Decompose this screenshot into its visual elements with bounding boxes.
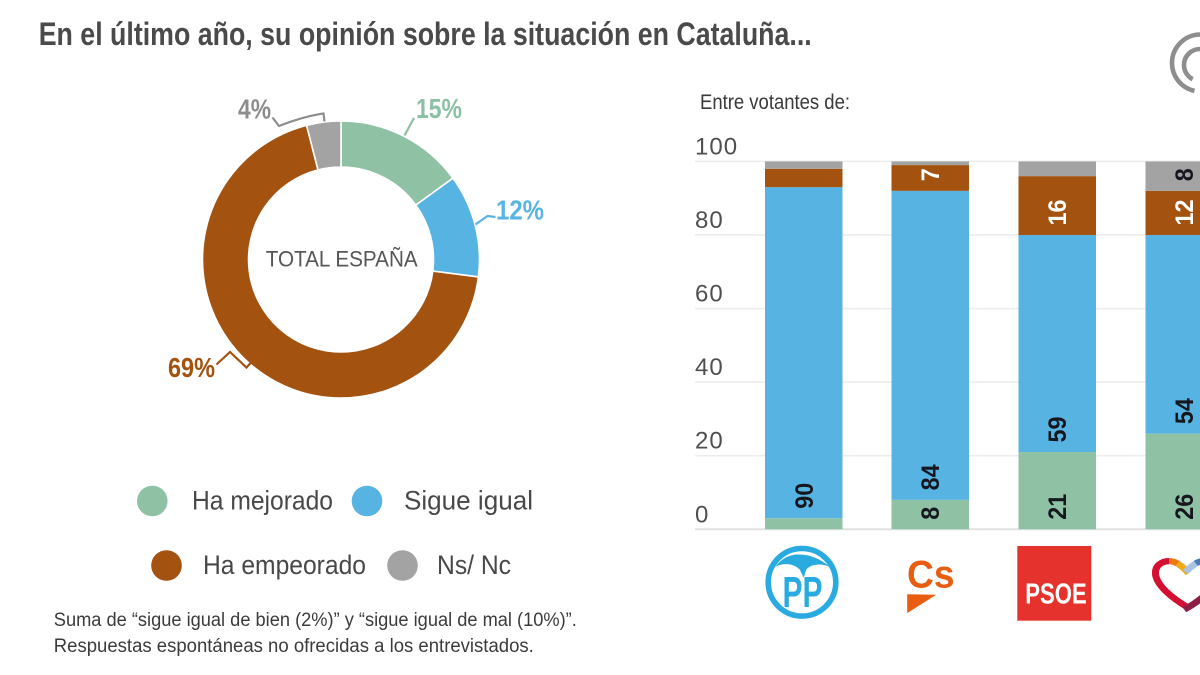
- svg-text:PSOE: PSOE: [1025, 578, 1086, 610]
- svg-text:8: 8: [1171, 168, 1199, 181]
- svg-text:0: 0: [695, 501, 709, 528]
- svg-text:84: 84: [917, 464, 945, 490]
- svg-text:4%: 4%: [238, 94, 271, 125]
- svg-text:TOTAL ESPAÑA: TOTAL ESPAÑA: [266, 246, 418, 271]
- svg-text:21: 21: [1044, 494, 1072, 520]
- svg-text:7: 7: [917, 168, 945, 181]
- svg-text:54: 54: [1171, 398, 1199, 424]
- svg-text:26: 26: [1171, 494, 1199, 520]
- svg-text:Suma de “sigue igual de bien (: Suma de “sigue igual de bien (2%)” y “si…: [54, 610, 577, 631]
- svg-text:40: 40: [695, 354, 724, 381]
- svg-text:Cs: Cs: [907, 554, 955, 597]
- svg-text:En el último año, su opinión s: En el último año, su opinión sobre la si…: [39, 16, 812, 52]
- svg-text:Ns/ Nc: Ns/ Nc: [437, 550, 511, 580]
- svg-text:59: 59: [1044, 417, 1072, 443]
- svg-text:12: 12: [1171, 200, 1199, 226]
- svg-text:Entre votantes de:: Entre votantes de:: [700, 91, 850, 114]
- svg-text:Ha mejorado: Ha mejorado: [192, 486, 333, 516]
- svg-text:100: 100: [695, 133, 738, 160]
- svg-text:8: 8: [917, 507, 945, 520]
- svg-text:16: 16: [1044, 200, 1072, 226]
- svg-text:Respuestas espontáneas no ofre: Respuestas espontáneas no ofrecidas a lo…: [54, 636, 534, 657]
- svg-text:90: 90: [791, 483, 819, 509]
- svg-text:12%: 12%: [496, 195, 544, 226]
- svg-text:15%: 15%: [416, 93, 462, 124]
- svg-text:69%: 69%: [168, 352, 215, 383]
- svg-text:PP: PP: [783, 568, 823, 617]
- svg-text:Ha empeorado: Ha empeorado: [203, 550, 366, 580]
- svg-text:80: 80: [695, 207, 724, 234]
- svg-text:Sigue igual: Sigue igual: [404, 486, 533, 516]
- svg-text:20: 20: [695, 428, 724, 455]
- svg-text:60: 60: [695, 281, 724, 308]
